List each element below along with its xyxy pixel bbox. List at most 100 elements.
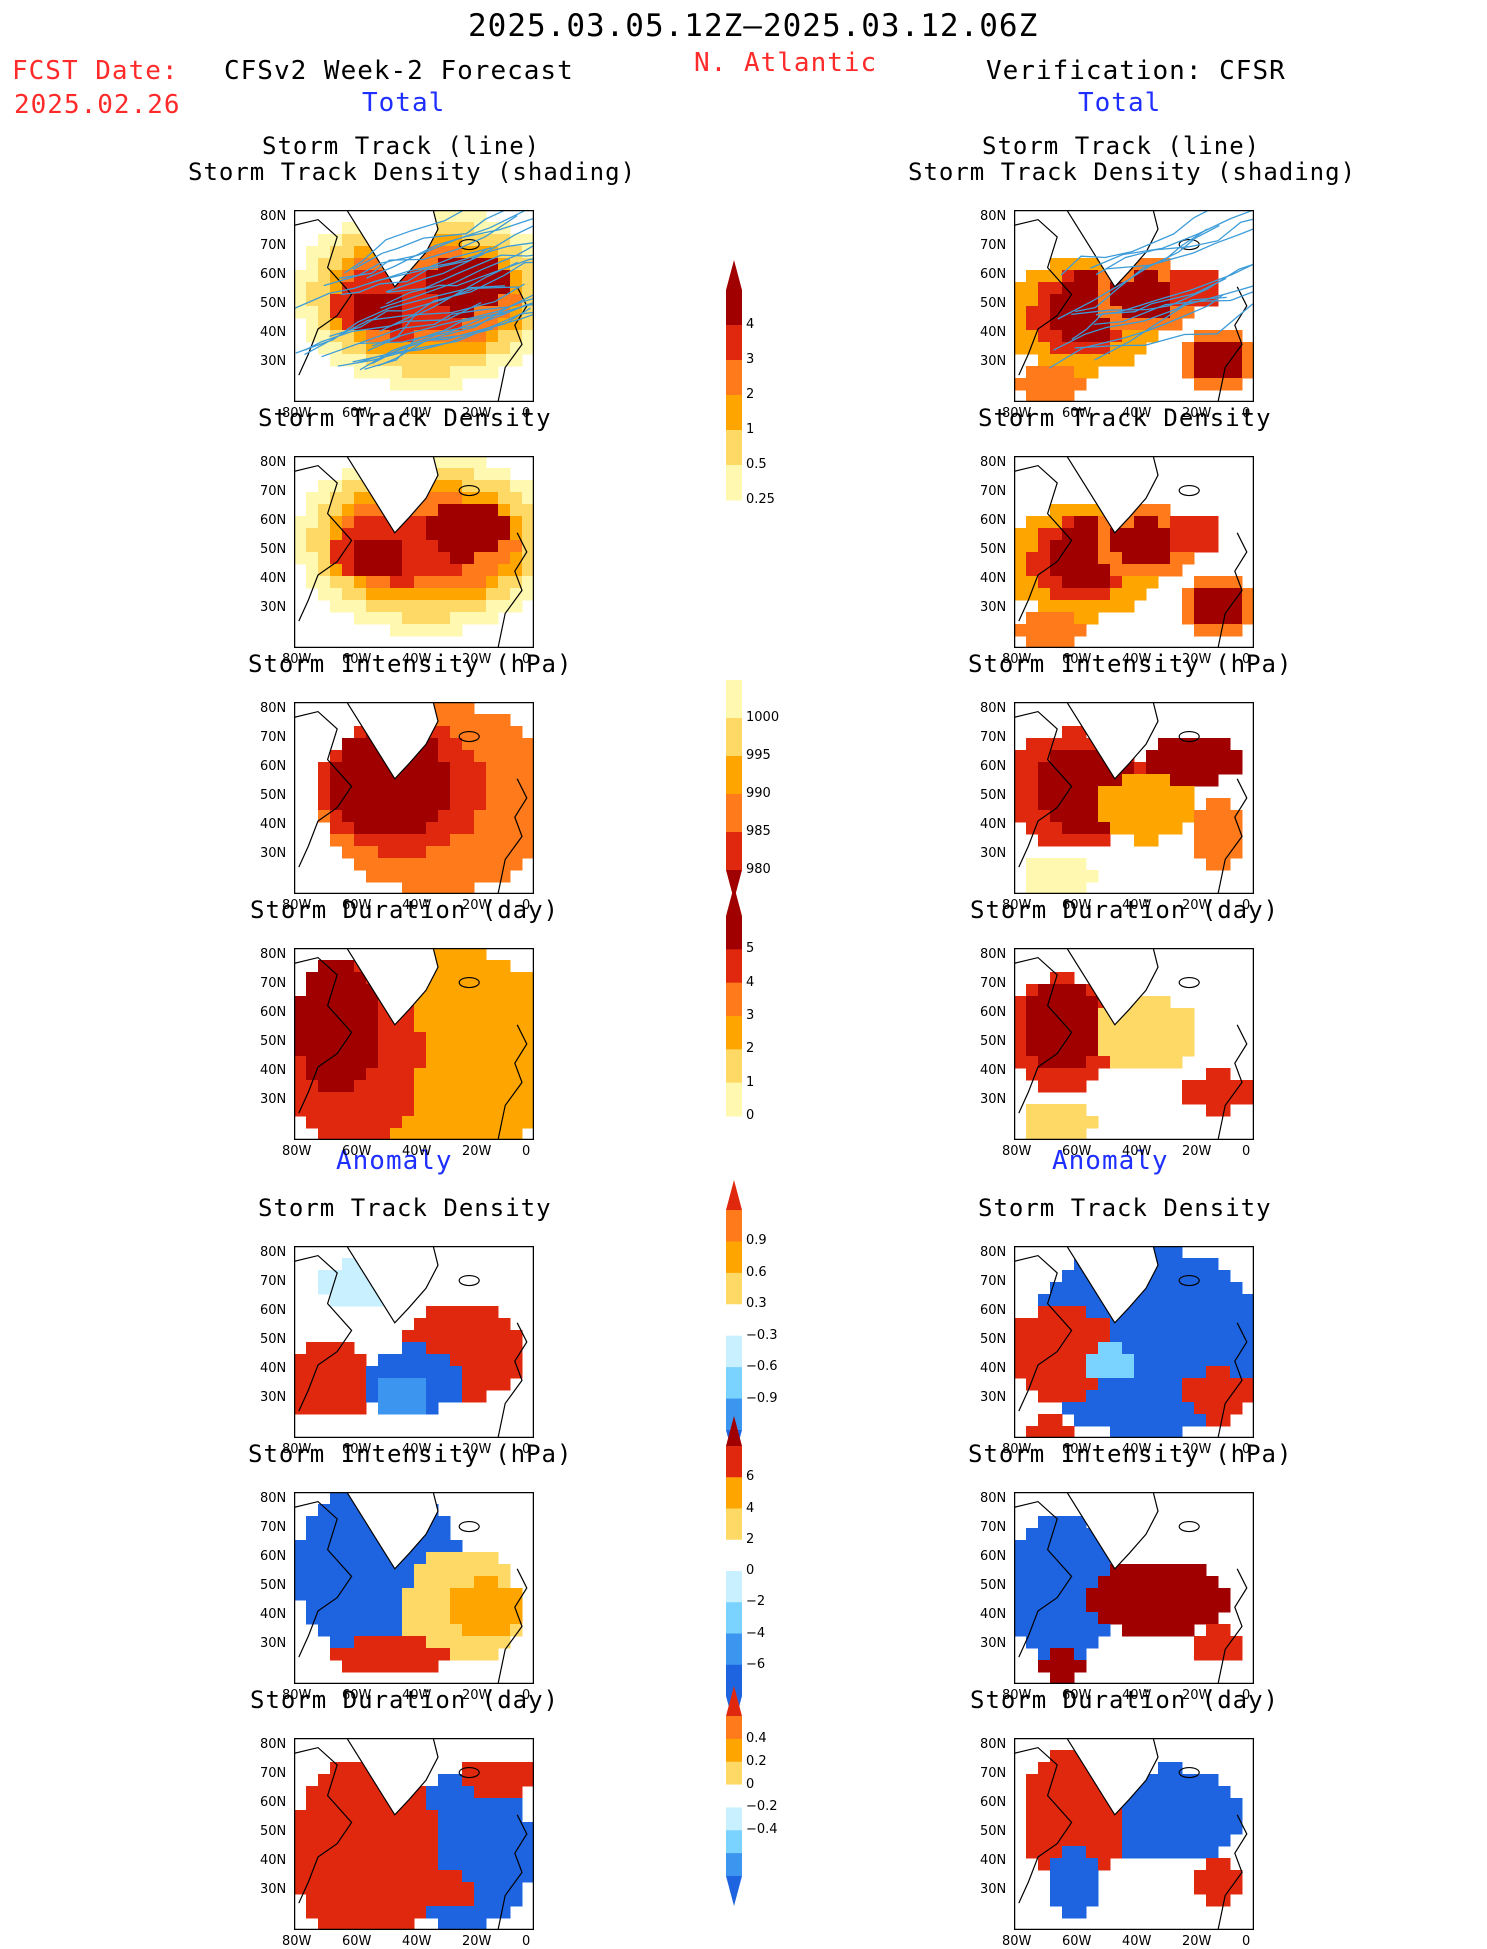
shade-cell [390, 624, 403, 637]
shade-cell [342, 1786, 355, 1799]
shade-cell [378, 1858, 391, 1871]
europe-africa-coast [1217, 1568, 1248, 1684]
shade-cell [1062, 1020, 1075, 1033]
shade-cell [1158, 282, 1171, 295]
shade-cell [522, 1762, 534, 1775]
shade-cell [1074, 378, 1087, 391]
shade-cell [1026, 294, 1039, 307]
shade-cell [1086, 1798, 1099, 1811]
shade-cell [1134, 1330, 1147, 1343]
shade-cell [390, 1846, 403, 1859]
shade-cell [306, 1020, 319, 1033]
left-p3-title: Storm Intensity (hPa) [248, 650, 573, 678]
shade-cell [1086, 1378, 1099, 1391]
shade-cell [1062, 1516, 1075, 1529]
shade-cell [1182, 1600, 1195, 1613]
shade-cell [1074, 798, 1087, 811]
shade-cell [1062, 858, 1075, 871]
shade-cell [390, 1366, 403, 1379]
shade-cell [342, 1282, 355, 1295]
shade-cell [342, 1080, 355, 1093]
shade-cell [330, 750, 343, 763]
lon-tick-label: 20W [462, 406, 492, 421]
shade-cell [402, 1810, 415, 1823]
shade-cell [1050, 504, 1063, 517]
shade-cell [474, 540, 487, 553]
shade-cell [498, 1366, 511, 1379]
shade-cell [1218, 1798, 1231, 1811]
lon-tick-label: 40W [402, 1144, 432, 1159]
shade-cell [1170, 1426, 1183, 1438]
right-map-5-map [1014, 1246, 1254, 1438]
lon-tick-label: 0 [522, 406, 531, 421]
shade-cell [1014, 330, 1027, 343]
shade-cell [1206, 822, 1219, 835]
shade-cell [294, 1366, 307, 1379]
shade-cell [1230, 1882, 1243, 1895]
colorbar-label: 990 [746, 786, 771, 801]
lat-tick-label: 30N [980, 354, 1007, 369]
shade-cell [306, 1528, 319, 1541]
shade-cell [1062, 342, 1075, 355]
shade-cell [1182, 588, 1195, 601]
shade-cell [1074, 1564, 1087, 1577]
colorbar-segment [726, 949, 742, 984]
shade-cell [1026, 612, 1039, 625]
shade-cell [1062, 1600, 1075, 1613]
shade-cell [378, 1564, 391, 1577]
shade-cell [1218, 1270, 1231, 1283]
colorbar-segment [726, 360, 742, 396]
shade-cell [1158, 786, 1171, 799]
shade-cell [342, 552, 355, 565]
shade-cell [366, 1564, 379, 1577]
colorbar-arrow-up [726, 886, 742, 916]
shade-cell [390, 1918, 403, 1930]
shade-cell [414, 600, 427, 613]
shade-cell [1026, 1056, 1039, 1069]
shade-cell [1194, 846, 1207, 859]
shade-cell [1134, 1008, 1147, 1021]
lat-tick-label: 50N [260, 296, 287, 311]
shade-cell [1230, 1080, 1243, 1093]
shade-cell [1134, 1426, 1147, 1438]
shade-cell [1122, 810, 1135, 823]
shade-cell [342, 1020, 355, 1033]
shade-cell [426, 1564, 439, 1577]
shade-cell [1170, 1378, 1183, 1391]
shade-cell [1062, 1750, 1075, 1763]
shade-cell [486, 258, 499, 271]
colorbar-segment [726, 430, 742, 466]
shade-cell [450, 1068, 463, 1081]
shade-cell [1194, 366, 1207, 379]
shade-cell [354, 1636, 367, 1649]
shade-cell [1134, 1390, 1147, 1403]
shade-cell [1194, 810, 1207, 823]
shade-cell [1086, 564, 1099, 577]
shade-cell [378, 1636, 391, 1649]
shade-cell [462, 786, 475, 799]
shade-cell [1098, 1414, 1111, 1427]
shade-cell [330, 294, 343, 307]
shade-cell [1050, 1294, 1063, 1307]
shade-cell [1218, 330, 1231, 343]
shade-cell [342, 750, 355, 763]
shade-cell [414, 1882, 427, 1895]
shade-cell [1146, 1354, 1159, 1367]
shade-cell [1230, 846, 1243, 859]
shade-cell [1194, 1588, 1207, 1601]
shade-cell [450, 588, 463, 601]
shade-cell [462, 1810, 475, 1823]
shade-cell [1230, 1636, 1243, 1649]
shade-cell [1062, 1104, 1075, 1117]
shade-cell [1062, 588, 1075, 601]
shade-cell [474, 870, 487, 883]
shade-cell [1014, 1044, 1027, 1057]
shade-cell [366, 612, 379, 625]
shade-cell [1134, 786, 1147, 799]
shade-cell [1074, 1774, 1087, 1787]
shade-cell [1218, 798, 1231, 811]
shade-cell [462, 726, 475, 739]
shade-cell [1086, 1552, 1099, 1565]
shade-cell [306, 492, 319, 505]
colorbar-label: 0.3 [746, 1296, 767, 1312]
